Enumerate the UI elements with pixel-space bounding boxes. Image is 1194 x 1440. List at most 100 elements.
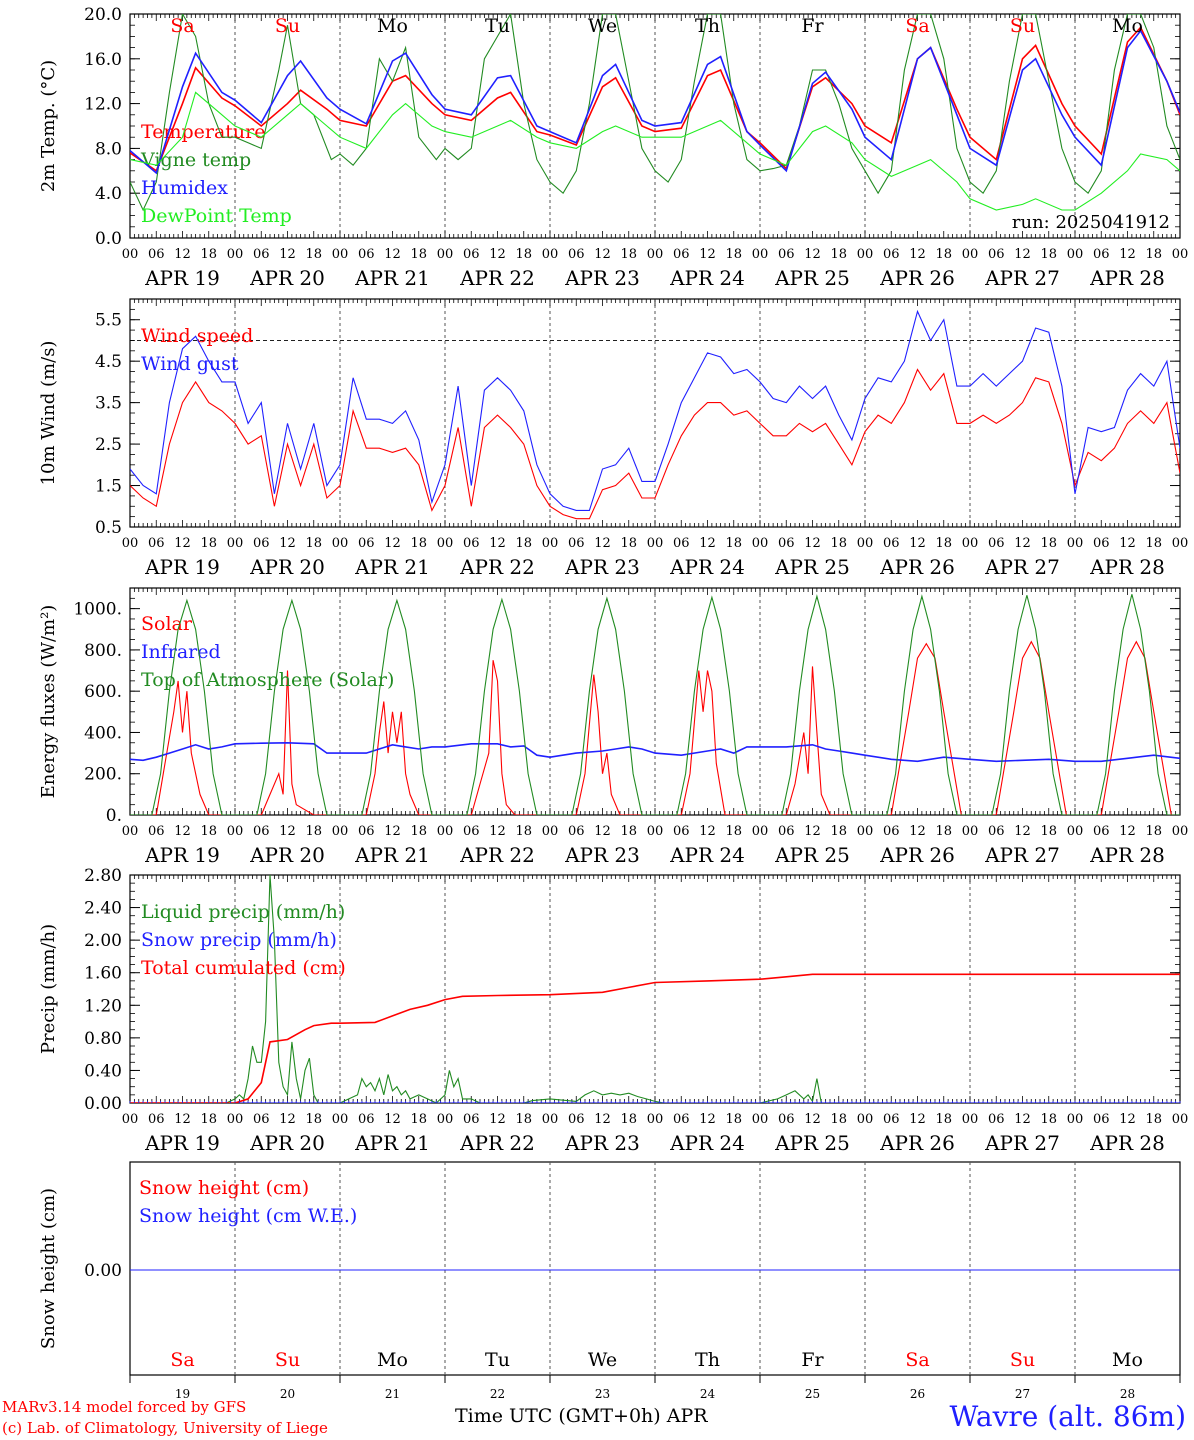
date-label: APR 25	[774, 1131, 850, 1155]
y-tick-label: 4.5	[95, 352, 122, 372]
hour-label: 12	[594, 536, 611, 551]
date-label: APR 25	[774, 843, 850, 867]
weekday-label-bottom: Th	[695, 1349, 720, 1371]
series-line-infrared	[130, 741, 1180, 763]
day-number-label: 19	[175, 1387, 190, 1401]
date-label: APR 21	[354, 843, 430, 867]
hour-label: 06	[463, 247, 480, 262]
hour-label: 18	[1145, 1112, 1162, 1127]
hour-label: 06	[253, 536, 270, 551]
hour-label: 18	[620, 1112, 637, 1127]
series-line-solar	[130, 640, 1180, 815]
y-axis-title: Snow height (cm)	[38, 1188, 59, 1349]
hour-label: 00	[962, 536, 979, 551]
day-number-label: 27	[1015, 1387, 1030, 1401]
y-tick-label: 2.40	[84, 899, 122, 919]
hour-label: 06	[988, 1112, 1005, 1127]
weekday-label-top: Su	[275, 15, 300, 37]
weekday-label-bottom: Sa	[170, 1349, 194, 1371]
hour-label: 18	[725, 824, 742, 839]
hour-label: 12	[1014, 824, 1031, 839]
date-label: APR 23	[564, 843, 640, 867]
hour-label: 12	[279, 1112, 296, 1127]
hour-label: 12	[174, 824, 191, 839]
series-line-liquid-precip-mm-h-	[130, 875, 1180, 1103]
hour-label: 12	[804, 247, 821, 262]
hour-label: 00	[332, 247, 349, 262]
hour-label: 18	[200, 247, 217, 262]
x-axis-label: Time UTC (GMT+0h)	[455, 1405, 661, 1427]
weekday-label-top: Sa	[170, 15, 194, 37]
hour-label: 18	[830, 824, 847, 839]
hour-label: 18	[935, 536, 952, 551]
hour-label: 12	[804, 536, 821, 551]
date-label: APR 27	[984, 1131, 1060, 1155]
day-number-label: 24	[700, 1387, 716, 1401]
hour-label: 06	[253, 1112, 270, 1127]
series-line-humidex	[130, 29, 1180, 175]
y-tick-label: 3.5	[95, 394, 122, 414]
hour-label: 00	[1172, 1112, 1189, 1127]
legend-entry: Snow height (cm)	[139, 1177, 309, 1199]
hour-label: 12	[1119, 824, 1136, 839]
hour-label: 12	[279, 824, 296, 839]
weekday-label-bottom: Fr	[801, 1349, 824, 1371]
date-label: APR 21	[354, 266, 430, 290]
day-number-label: 28	[1120, 1387, 1135, 1401]
y-tick-label: 1.5	[95, 477, 122, 497]
hour-label: 00	[542, 1112, 559, 1127]
y-tick-label: 400.	[84, 723, 122, 743]
hour-label: 00	[437, 536, 454, 551]
hour-label: 06	[568, 536, 585, 551]
legend-entry: Vigne temp	[140, 149, 251, 171]
hour-label: 00	[962, 824, 979, 839]
weekday-label-bottom: Mo	[377, 1349, 408, 1371]
hour-label: 06	[673, 247, 690, 262]
day-number-label: 20	[280, 1387, 295, 1401]
series-line-dewpoint-temp	[130, 91, 1180, 211]
date-label: APR 24	[669, 843, 745, 867]
hour-label: 18	[1040, 824, 1057, 839]
hour-label: 18	[515, 824, 532, 839]
legend-entry: Snow height (cm W.E.)	[139, 1205, 357, 1227]
weekday-label-bottom: Su	[1010, 1349, 1035, 1371]
hour-label: 06	[568, 1112, 585, 1127]
date-label: APR 22	[459, 1131, 535, 1155]
footer-model-credit: MARv3.14 model forced by GFS	[2, 1398, 247, 1416]
weekday-label-bottom: Tu	[485, 1349, 510, 1371]
date-label: APR 20	[249, 555, 325, 579]
hour-label: 00	[647, 247, 664, 262]
y-tick-label: 0.80	[84, 1029, 122, 1049]
date-label: APR 23	[564, 266, 640, 290]
hour-label: 00	[227, 536, 244, 551]
date-label: APR 19	[144, 1131, 220, 1155]
day-number-label: 26	[910, 1387, 925, 1401]
hour-label: 18	[1040, 1112, 1057, 1127]
date-label: APR 23	[564, 555, 640, 579]
hour-label: 00	[857, 247, 874, 262]
date-label: APR 19	[144, 555, 220, 579]
y-tick-label: 600.	[84, 682, 122, 702]
hour-label: 06	[148, 247, 165, 262]
hour-label: 12	[594, 1112, 611, 1127]
legend-entry: Wind speed	[141, 325, 253, 347]
y-tick-label: 800.	[84, 641, 122, 661]
date-label: APR 19	[144, 843, 220, 867]
hour-label: 12	[594, 247, 611, 262]
hour-label: 18	[410, 1112, 427, 1127]
hour-label: 00	[752, 536, 769, 551]
hour-label: 18	[200, 824, 217, 839]
hour-label: 06	[883, 247, 900, 262]
hour-label: 00	[227, 1112, 244, 1127]
hour-label: 00	[1172, 536, 1189, 551]
hour-label: 00	[962, 247, 979, 262]
weekday-label-top: Mo	[377, 15, 408, 37]
legend-entry: DewPoint Temp	[141, 205, 292, 227]
hour-label: 06	[778, 824, 795, 839]
hour-label: 18	[620, 247, 637, 262]
hour-label: 06	[253, 247, 270, 262]
date-label: APR 25	[774, 266, 850, 290]
hour-label: 00	[437, 247, 454, 262]
series-line-temperature	[130, 25, 1180, 173]
